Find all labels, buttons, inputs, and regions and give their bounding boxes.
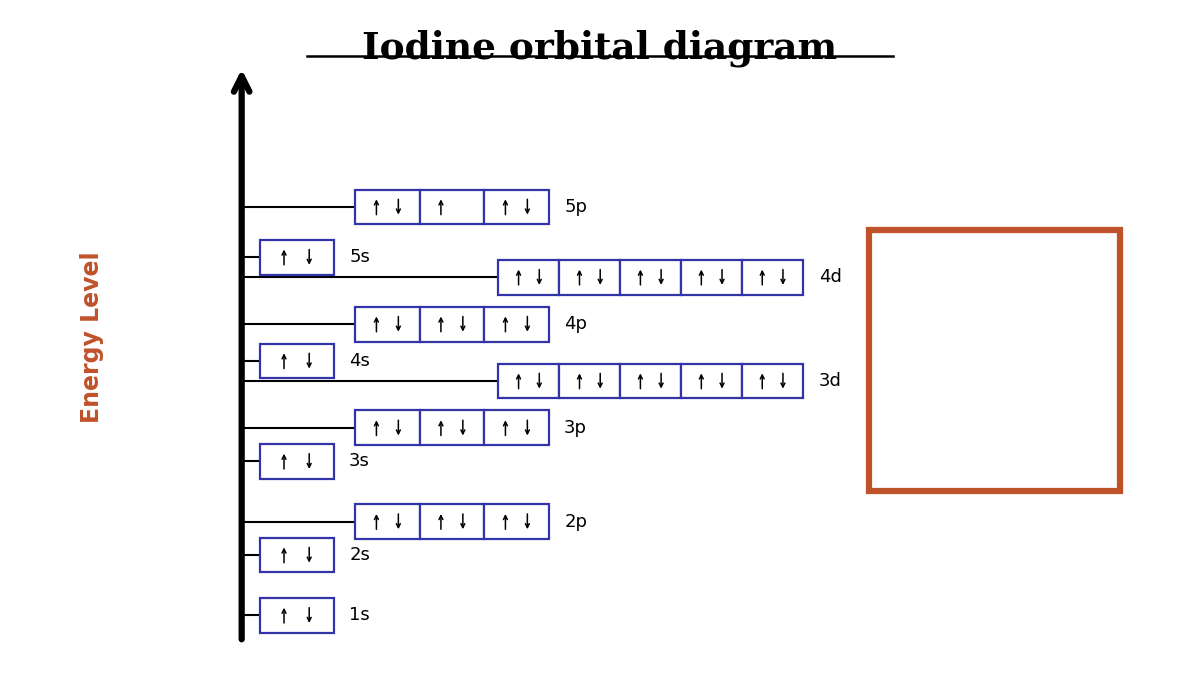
Text: 4d: 4d bbox=[818, 268, 841, 286]
Bar bbox=[420, 306, 484, 342]
Bar bbox=[259, 240, 334, 275]
Text: 53: 53 bbox=[884, 242, 906, 261]
Bar bbox=[259, 538, 334, 572]
Bar bbox=[869, 230, 1120, 491]
Bar bbox=[420, 504, 484, 539]
Bar bbox=[682, 260, 742, 295]
Bar bbox=[620, 364, 682, 398]
Text: 4p: 4p bbox=[564, 315, 587, 333]
Bar bbox=[620, 260, 682, 295]
Bar bbox=[259, 344, 334, 378]
Bar bbox=[420, 410, 484, 446]
Text: I: I bbox=[972, 297, 1016, 404]
Text: 5s: 5s bbox=[349, 248, 370, 266]
Text: 1s: 1s bbox=[349, 606, 370, 624]
Bar bbox=[355, 504, 420, 539]
Bar bbox=[259, 598, 334, 632]
Bar bbox=[484, 306, 548, 342]
Bar bbox=[484, 504, 548, 539]
Bar bbox=[484, 410, 548, 446]
Bar bbox=[559, 260, 620, 295]
Text: 2s: 2s bbox=[349, 546, 370, 564]
Text: 2p: 2p bbox=[564, 512, 587, 531]
Text: 3p: 3p bbox=[564, 419, 587, 437]
Bar bbox=[498, 364, 559, 398]
Bar bbox=[355, 410, 420, 446]
Text: Iodine: Iodine bbox=[966, 450, 1021, 468]
Text: Iodine orbital diagram: Iodine orbital diagram bbox=[362, 30, 838, 67]
Bar bbox=[498, 260, 559, 295]
Text: 4s: 4s bbox=[349, 352, 370, 370]
Text: 5p: 5p bbox=[564, 198, 587, 216]
Text: 3d: 3d bbox=[818, 372, 841, 390]
Bar bbox=[355, 190, 420, 224]
Bar bbox=[420, 190, 484, 224]
Bar bbox=[484, 190, 548, 224]
Text: 126,90: 126,90 bbox=[1046, 242, 1104, 261]
Bar bbox=[742, 260, 803, 295]
Bar bbox=[559, 364, 620, 398]
Text: Energy Level: Energy Level bbox=[80, 252, 104, 423]
Bar bbox=[259, 444, 334, 479]
Bar bbox=[355, 306, 420, 342]
Text: 3s: 3s bbox=[349, 452, 370, 470]
Bar bbox=[742, 364, 803, 398]
Bar bbox=[682, 364, 742, 398]
